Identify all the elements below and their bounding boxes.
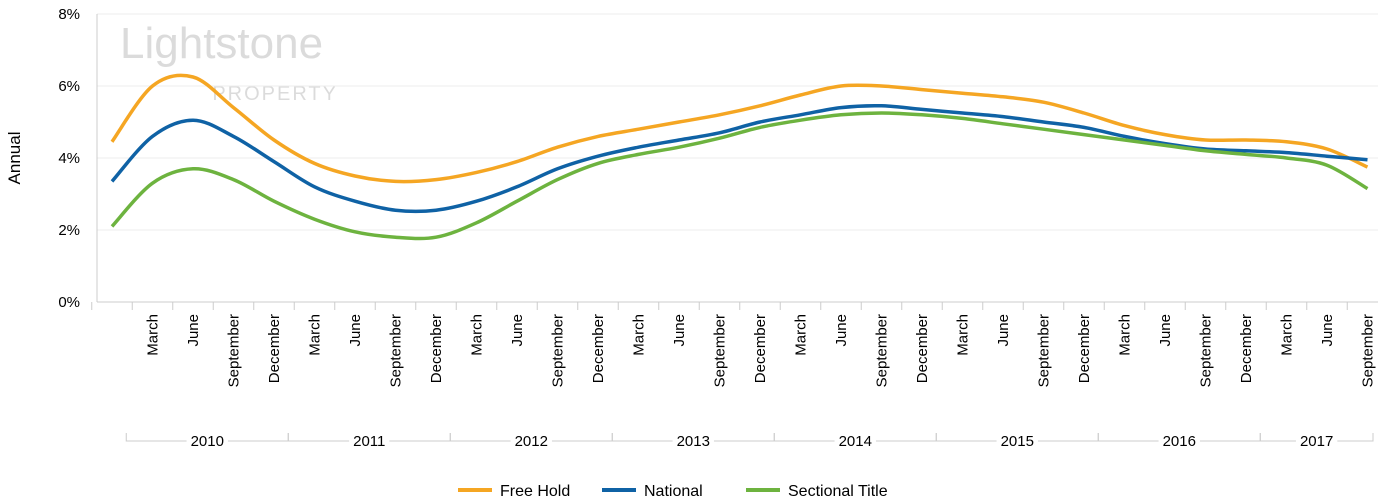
group-label-bg [1295, 438, 1338, 444]
series-line [110, 73, 1369, 184]
x-tick-label: March [1117, 314, 1134, 356]
series-line [110, 111, 1369, 241]
watermark-title: Lightstone [120, 19, 323, 68]
x-tick-label: June [1319, 314, 1336, 347]
x-tick-label: June [185, 314, 202, 347]
series-line [110, 103, 1368, 214]
x-tick-label: March [1279, 314, 1296, 356]
x-tick-label: March [631, 314, 648, 356]
group-label-bg [996, 438, 1038, 444]
x-tick-label: December [1238, 314, 1255, 383]
group-label: 2010 [191, 433, 224, 450]
x-tick-label: September [1360, 314, 1377, 387]
group-label-bg [510, 438, 552, 444]
x-tick-label: June [995, 314, 1012, 347]
x-tick-label: June [509, 314, 526, 347]
y-tick-label: 0% [58, 294, 80, 311]
y-tick-label: 6% [58, 78, 80, 95]
y-tick-label: 4% [58, 150, 80, 167]
group-label-bg [672, 438, 714, 444]
group-label: 2015 [1001, 433, 1034, 450]
x-tick-label: March [469, 314, 486, 356]
x-tick-label: March [145, 314, 162, 356]
group-label: 2012 [515, 433, 548, 450]
x-tick-label: September [712, 314, 729, 387]
x-tick-label: September [226, 314, 243, 387]
x-tick-label: September [874, 314, 891, 387]
y-tick-label: 8% [58, 6, 80, 23]
x-tick-label: March [307, 314, 324, 356]
x-tick-label: December [428, 314, 445, 383]
x-tick-label: March [955, 314, 972, 356]
x-tick-label: December [590, 314, 607, 383]
group-label: 2017 [1300, 433, 1333, 450]
group-label: 2014 [839, 433, 872, 450]
x-tick-label: September [388, 314, 405, 387]
watermark: Lightstone PROPERTY [120, 19, 338, 105]
y-tick-label: 2% [58, 222, 80, 239]
watermark-subtitle: PROPERTY [212, 83, 338, 105]
group-label: 2011 [353, 433, 385, 450]
legend-label: Sectional Title [788, 483, 888, 500]
group-label: 2013 [677, 433, 710, 450]
x-tick-label: September [1198, 314, 1215, 387]
x-tick-label: June [347, 314, 364, 347]
legend-label: Free Hold [500, 483, 570, 500]
group-label-bg [1158, 438, 1200, 444]
x-tick-label: September [1036, 314, 1053, 387]
x-tick-label: March [793, 314, 810, 356]
legend-label: National [644, 483, 703, 500]
x-tick-label: December [914, 314, 931, 383]
y-axis-label: Annual [5, 132, 24, 185]
x-tick-label: December [752, 314, 769, 383]
x-tick-label: September [550, 314, 567, 387]
group-label-bg [186, 438, 228, 444]
x-tick-label: December [1076, 314, 1093, 383]
x-tick-label: June [1157, 314, 1174, 347]
x-tick-label: June [671, 314, 688, 347]
group-label-bg [349, 438, 390, 444]
x-tick-label: June [833, 314, 850, 347]
group-label-bg [834, 438, 876, 444]
group-label: 2016 [1163, 433, 1196, 450]
x-tick-label: December [266, 314, 283, 383]
